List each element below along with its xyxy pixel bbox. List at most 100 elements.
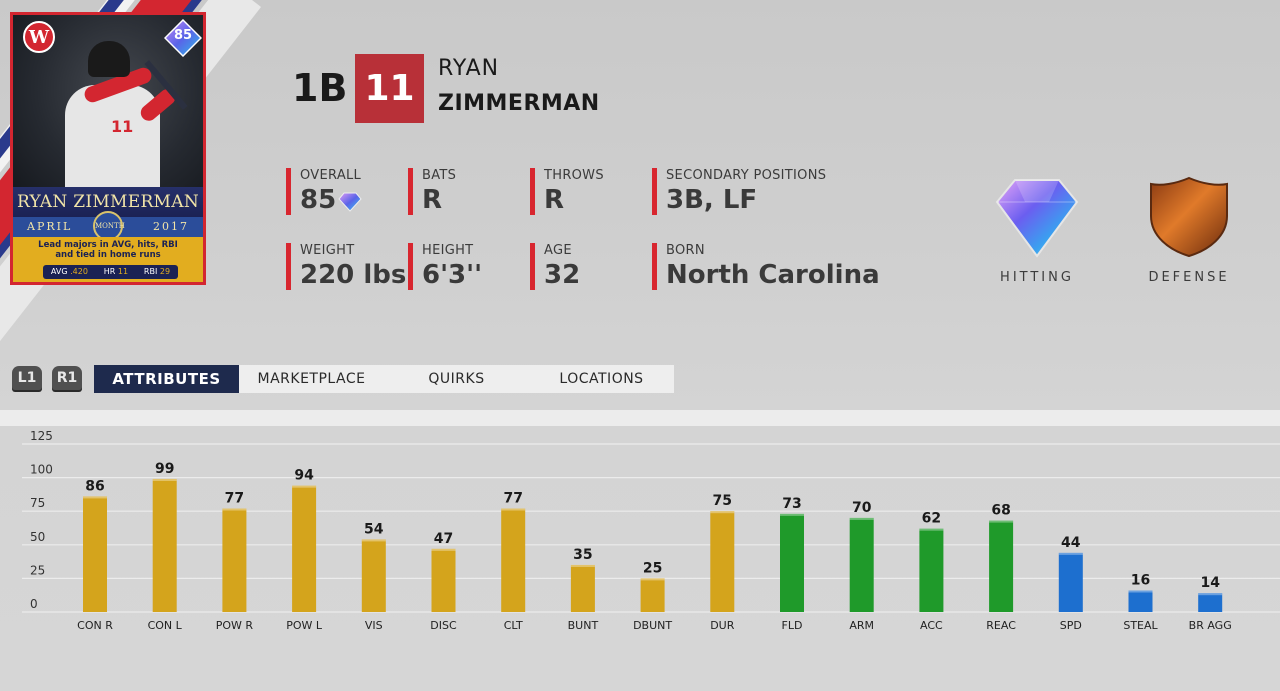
player-photo: 11 [13, 15, 203, 200]
tab-locations[interactable]: LOCATIONS [529, 365, 674, 393]
x-tick-label: FLD [782, 619, 803, 632]
tab-bar: ATTRIBUTES MARKETPLACE QUIRKS LOCATIONS [94, 365, 674, 393]
bar [1198, 593, 1223, 612]
x-tick-label: DBUNT [633, 619, 672, 632]
overall-label: OVERALL [300, 168, 362, 183]
card-month-banner: APRIL MONTH 2017 [13, 211, 203, 241]
y-tick-label: 75 [30, 496, 45, 510]
bar-highlight [570, 564, 595, 567]
throws-value: R [544, 185, 565, 215]
bar-value-label: 77 [503, 491, 522, 507]
card-month: APRIL [27, 220, 73, 233]
bar-value-label: 25 [643, 560, 662, 576]
x-tick-label: CLT [504, 619, 523, 632]
bar [780, 513, 804, 612]
bar [152, 478, 177, 612]
card-jersey-number: 11 [111, 117, 134, 136]
bar-highlight [989, 520, 1014, 523]
x-tick-label: VIS [365, 619, 383, 632]
height-label: HEIGHT [422, 243, 474, 258]
born-label: BORN [666, 243, 705, 258]
card-stat: RBI 29 [143, 267, 171, 276]
info-overall: OVERALL 85 [286, 168, 362, 215]
x-tick-label: DISC [430, 619, 457, 632]
y-tick-label: 50 [30, 530, 45, 544]
born-value: North Carolina [666, 260, 880, 290]
bar-value-label: 86 [85, 478, 104, 494]
bar-highlight [361, 539, 386, 542]
attributes-chart: 0 25 50 75 100 125 86 CON R 99 CON L 77 POW R 94 POW … [22, 429, 1280, 632]
card-stat: HR 11 [103, 267, 129, 276]
x-tick-label: ARM [849, 619, 874, 632]
hitting-label: HITTING [1000, 270, 1074, 285]
bar [83, 496, 107, 612]
bar-value-label: 14 [1200, 575, 1220, 591]
tab-quirks[interactable]: QUIRKS [384, 365, 529, 393]
x-tick-label: BUNT [568, 619, 599, 632]
bar-highlight [849, 517, 874, 520]
card-diamond-icon: 85 [163, 18, 203, 58]
bar-highlight [780, 513, 804, 516]
bar [570, 564, 595, 612]
tab-attributes[interactable]: ATTRIBUTES [94, 365, 239, 393]
card-description-line: Lead majors in AVG, hits, RBI [38, 240, 178, 250]
bar [292, 485, 317, 612]
defense-shield-icon [1150, 176, 1228, 258]
card-stats: AVG .420 HR 11 RBI 29 [13, 263, 203, 282]
age-label: AGE [544, 243, 572, 258]
bar-value-label: 44 [1061, 535, 1081, 551]
x-tick-label: POW R [216, 619, 254, 632]
bar-value-label: 70 [852, 500, 872, 516]
bar [1058, 552, 1083, 612]
defense-badge: DEFENSE [1140, 176, 1238, 285]
hitting-badge: HITTING [988, 176, 1086, 285]
info-age: AGE 32 [530, 243, 580, 290]
height-value: 6'3'' [422, 260, 483, 290]
bar-highlight [83, 496, 107, 499]
secondary-positions-value: 3B, LF [666, 185, 758, 215]
bar [431, 548, 456, 612]
y-tick-label: 100 [30, 463, 53, 477]
info-bats: BATS R [408, 168, 456, 215]
player-last-name: ZIMMERMAN [438, 91, 600, 116]
r1-button[interactable]: R1 [52, 366, 82, 390]
info-weight: WEIGHT 220 lbs [286, 243, 406, 290]
x-tick-label: CON L [148, 619, 183, 632]
bar-value-label: 54 [364, 521, 384, 537]
card-player-name: RYAN ZIMMERMAN [13, 187, 203, 217]
bar-highlight [919, 528, 944, 531]
bar [710, 511, 735, 612]
weight-value: 220 lbs [300, 260, 407, 290]
x-tick-label: SPD [1060, 619, 1082, 632]
bar-highlight [1128, 590, 1153, 593]
info-height: HEIGHT 6'3'' [408, 243, 482, 290]
weight-label: WEIGHT [300, 243, 355, 258]
player-card: 11 W 85 RYAN ZIMMERMAN APRIL MONTH 2017 … [10, 12, 206, 285]
info-secondary-positions: SECONDARY POSITIONS 3B, LF [652, 168, 826, 215]
bar-highlight [710, 511, 735, 514]
x-tick-label: STEAL [1123, 619, 1158, 632]
bar [849, 517, 874, 612]
l1-button[interactable]: L1 [12, 366, 42, 390]
age-value: 32 [544, 260, 581, 290]
card-rating: 85 [173, 28, 193, 43]
bar [1128, 590, 1153, 612]
bar [501, 508, 526, 612]
bats-value: R [422, 185, 443, 215]
bar [640, 578, 665, 612]
hitting-diamond-icon [995, 179, 1079, 258]
y-tick-label: 125 [30, 429, 53, 443]
x-tick-label: CON R [77, 619, 113, 632]
bar [989, 520, 1014, 612]
defense-label: DEFENSE [1148, 270, 1230, 285]
bar-value-label: 77 [225, 491, 244, 507]
bar-value-label: 35 [573, 547, 592, 563]
x-tick-label: ACC [920, 619, 943, 632]
bar-highlight [222, 508, 247, 511]
bar-highlight [1198, 593, 1223, 596]
tab-marketplace[interactable]: MARKETPLACE [239, 365, 384, 393]
team-logo-icon: W [23, 21, 55, 53]
bats-label: BATS [422, 168, 457, 183]
bar-value-label: 94 [294, 468, 314, 484]
bar-highlight [640, 578, 665, 581]
